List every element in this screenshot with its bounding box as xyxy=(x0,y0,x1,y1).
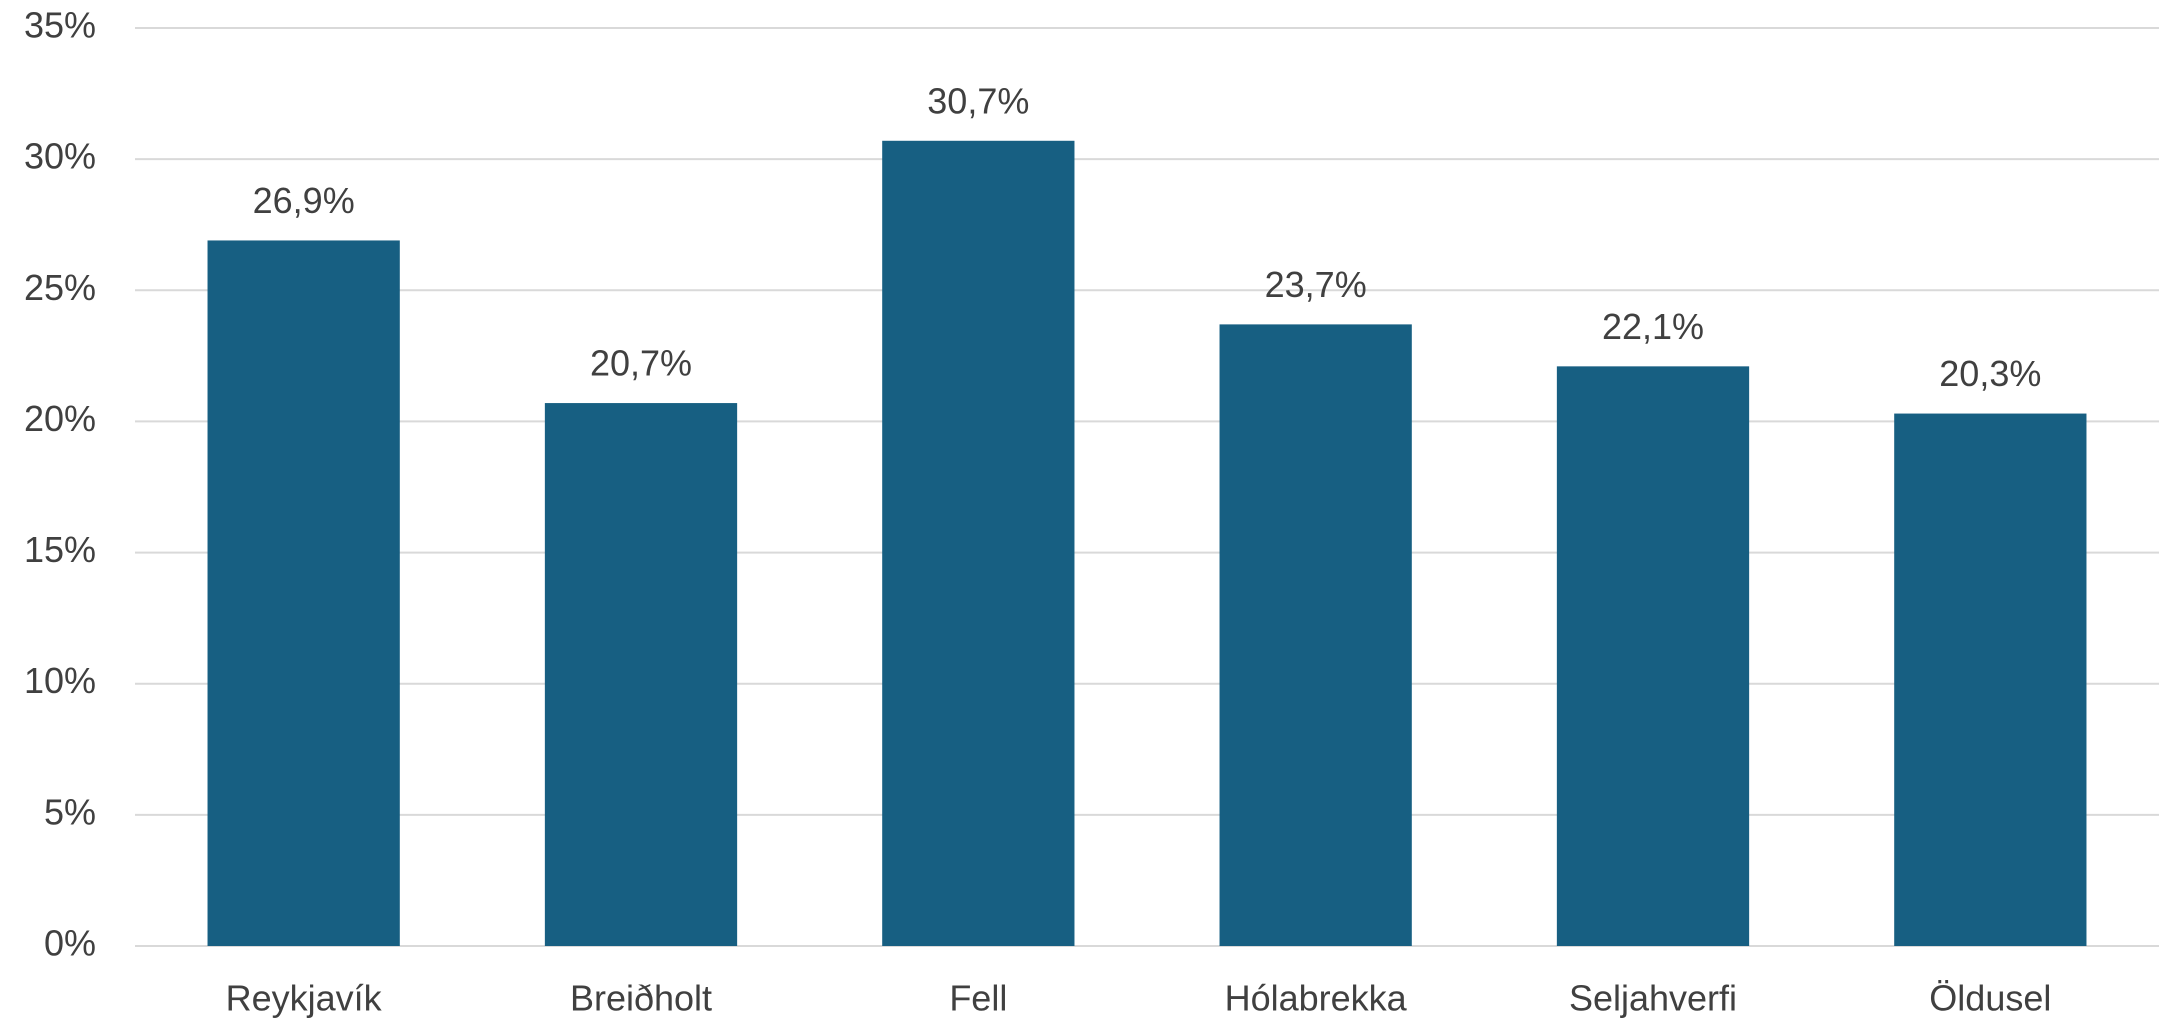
data-label: 22,1% xyxy=(1602,306,1704,347)
data-label: 23,7% xyxy=(1265,264,1367,305)
y-tick-label: 5% xyxy=(44,791,96,832)
y-tick-label: 30% xyxy=(24,136,96,177)
bar xyxy=(1556,366,1750,946)
y-tick-label: 20% xyxy=(24,398,96,439)
x-tick-label: Fell xyxy=(949,978,1007,1019)
data-label: 20,7% xyxy=(590,343,692,384)
x-tick-label: Breiðholt xyxy=(570,978,712,1019)
x-tick-label: Öldusel xyxy=(1929,978,2051,1019)
bar xyxy=(1219,324,1412,947)
y-tick-label: 10% xyxy=(24,660,96,701)
y-tick-label: 25% xyxy=(24,267,96,308)
y-tick-label: 0% xyxy=(44,923,96,964)
bar xyxy=(1894,413,2087,946)
bar xyxy=(882,140,1075,947)
data-label: 30,7% xyxy=(927,80,1029,121)
y-tick-label: 15% xyxy=(24,529,96,570)
y-tick-label: 35% xyxy=(24,5,96,46)
bar xyxy=(544,403,738,946)
x-tick-label: Hólabrekka xyxy=(1225,978,1408,1019)
x-tick-label: Seljahverfi xyxy=(1569,978,1737,1019)
bar xyxy=(207,240,400,947)
data-label: 26,9% xyxy=(253,180,355,221)
data-label: 20,3% xyxy=(1939,353,2041,394)
x-tick-label: Reykjavík xyxy=(226,978,383,1019)
